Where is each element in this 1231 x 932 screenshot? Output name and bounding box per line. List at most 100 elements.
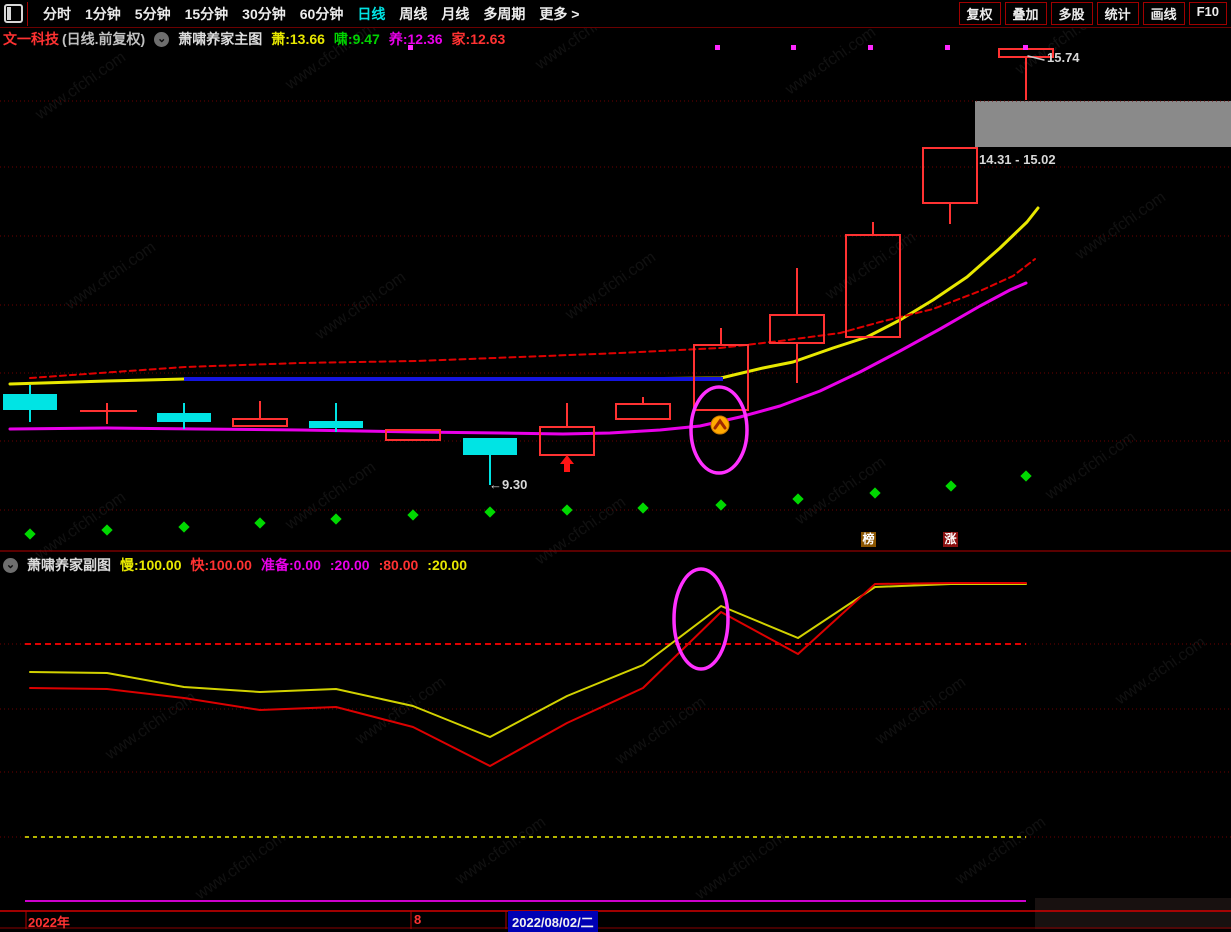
window-panel-icon[interactable] [4,4,23,23]
signal-diamond [945,480,957,492]
buy-signal-caret [713,418,727,430]
watermark-text: www.cfchi.com [532,494,629,569]
signal-diamond [1020,470,1032,482]
signal-diamond [484,506,496,518]
f10-button[interactable]: F10 [1188,2,1227,25]
param-slow: 慢:100.00 [120,557,182,573]
param-20a: :20.00 [329,557,370,573]
tab-monthly[interactable]: 月线 [441,5,470,22]
candle-body-up [232,418,288,427]
signal-dot-magenta [791,45,796,50]
axis-date-cell[interactable]: 2022/08/02/二 [508,911,598,932]
watermark-text: www.cfchi.com [612,694,709,769]
param-ready: 准备:0.00 [260,557,321,573]
signal-dot-magenta [408,45,413,50]
rank-signal-badge: 榜 [861,532,876,547]
candle-body-down [463,438,517,455]
tab-30min[interactable]: 30分钟 [242,5,286,22]
signal-diamond [254,517,266,529]
watermark-text: www.cfchi.com [1072,189,1169,264]
signal-dot-magenta [1023,45,1028,50]
signal-dot-magenta [868,45,873,50]
tab-60min[interactable]: 60分钟 [299,5,344,22]
watermark-text: www.cfchi.com [312,269,409,344]
tab-daily[interactable]: 日线 [357,5,386,22]
candle-body-up [615,403,671,420]
signal-diamond [178,521,190,533]
candle-body-up [922,147,978,204]
gray-range-box [975,101,1231,147]
candle-body-up [769,314,825,344]
tab-multi-period[interactable]: 多周期 [483,5,526,22]
chevron-down-icon[interactable]: ⌄ [154,31,170,47]
toolbar-right: 复权 叠加 多股 统计 画线 F10 [958,2,1231,25]
fuquan-button[interactable]: 复权 [958,2,1001,25]
watermark-text: www.cfchi.com [952,814,1049,889]
indicator-value-yang: 养:12.36 [388,31,443,47]
buy-arrow-up [560,455,574,472]
period-mode-label: (日线.前复权) [62,31,146,47]
main-chart-header: 文一科技 (日线.前复权) ⌄ 萧啸养家主图 萧:13.66 啸:9.47 养:… [3,29,505,49]
signal-diamond [869,487,881,499]
highlight-ellipse-sub [672,567,730,671]
low-price-label: ←9.30 [489,477,528,492]
signal-diamond [24,528,36,540]
tab-1min[interactable]: 1分钟 [85,5,121,22]
tab-fenshi[interactable]: 分时 [43,5,71,22]
range-price-label: 14.31 - 15.02 [979,152,1056,167]
stock-name: 文一科技 [3,31,59,47]
param-fast: 快:100.00 [190,557,252,573]
signal-diamond [407,509,419,521]
candle-body-up [385,429,441,441]
sub-indicator-title: 萧啸养家副图 [27,557,111,573]
indicator-value-xiao2: 啸:9.47 [333,31,380,47]
signal-diamond [330,513,342,525]
menu-divider [27,1,28,26]
watermark-text: www.cfchi.com [1042,429,1139,504]
watermark-text: www.cfchi.com [192,829,289,904]
watermark-text: www.cfchi.com [62,239,159,314]
indicator-value-xiao: 萧:13.66 [271,31,325,47]
candle-body-up [693,344,749,411]
multi-stock-button[interactable]: 多股 [1050,2,1093,25]
tab-weekly[interactable]: 周线 [399,5,428,22]
highlight-ellipse-main [689,385,749,475]
watermark-text: www.cfchi.com [102,689,199,764]
watermark-text: www.cfchi.com [32,489,129,564]
signal-diamond [637,502,649,514]
watermark-text: www.cfchi.com [282,459,379,534]
tab-more[interactable]: 更多 > [539,5,580,22]
tab-15min[interactable]: 15分钟 [184,5,229,22]
watermark-text: www.cfchi.com [562,249,659,324]
watermark-text: www.cfchi.com [692,829,789,904]
candle-body-down [157,413,211,422]
high-price-label: 15.74 [1047,50,1080,65]
main-indicator-title: 萧啸养家主图 [178,31,263,47]
draw-line-button[interactable]: 画线 [1142,2,1185,25]
buy-signal-icon [710,415,730,435]
param-20b: :20.00 [427,557,467,573]
axis-month-label: 8 [414,912,422,927]
watermark-text: www.cfchi.com [782,24,879,99]
high-label-pointer [1027,55,1045,61]
overlay-button[interactable]: 叠加 [1004,2,1047,25]
tab-5min[interactable]: 5分钟 [134,5,171,22]
watermark-text: www.cfchi.com [822,229,919,304]
trend-line-dashed-red [29,258,1036,379]
signal-diamond [715,499,727,511]
candle-body-down [309,421,363,428]
watermark-text: www.cfchi.com [1112,634,1209,709]
stats-button[interactable]: 统计 [1096,2,1139,25]
indicator-value-jia: 家:12.63 [451,31,506,47]
top-menu-bar: 分时 1分钟 5分钟 15分钟 30分钟 60分钟 日线 周线 月线 多周期 更… [0,0,1231,28]
ma-line-magenta [8,281,1028,436]
signal-diamond [561,504,573,516]
chevron-down-icon[interactable]: ⌄ [3,557,18,573]
watermark-text: www.cfchi.com [872,674,969,749]
watermark-text: www.cfchi.com [452,814,549,889]
dark-corner-overlay [1035,898,1231,929]
sub-chart-header: ⌄ 萧啸养家副图 慢:100.00 快:100.00 准备:0.00 :20.0… [3,555,467,575]
param-80: :80.00 [378,557,419,573]
